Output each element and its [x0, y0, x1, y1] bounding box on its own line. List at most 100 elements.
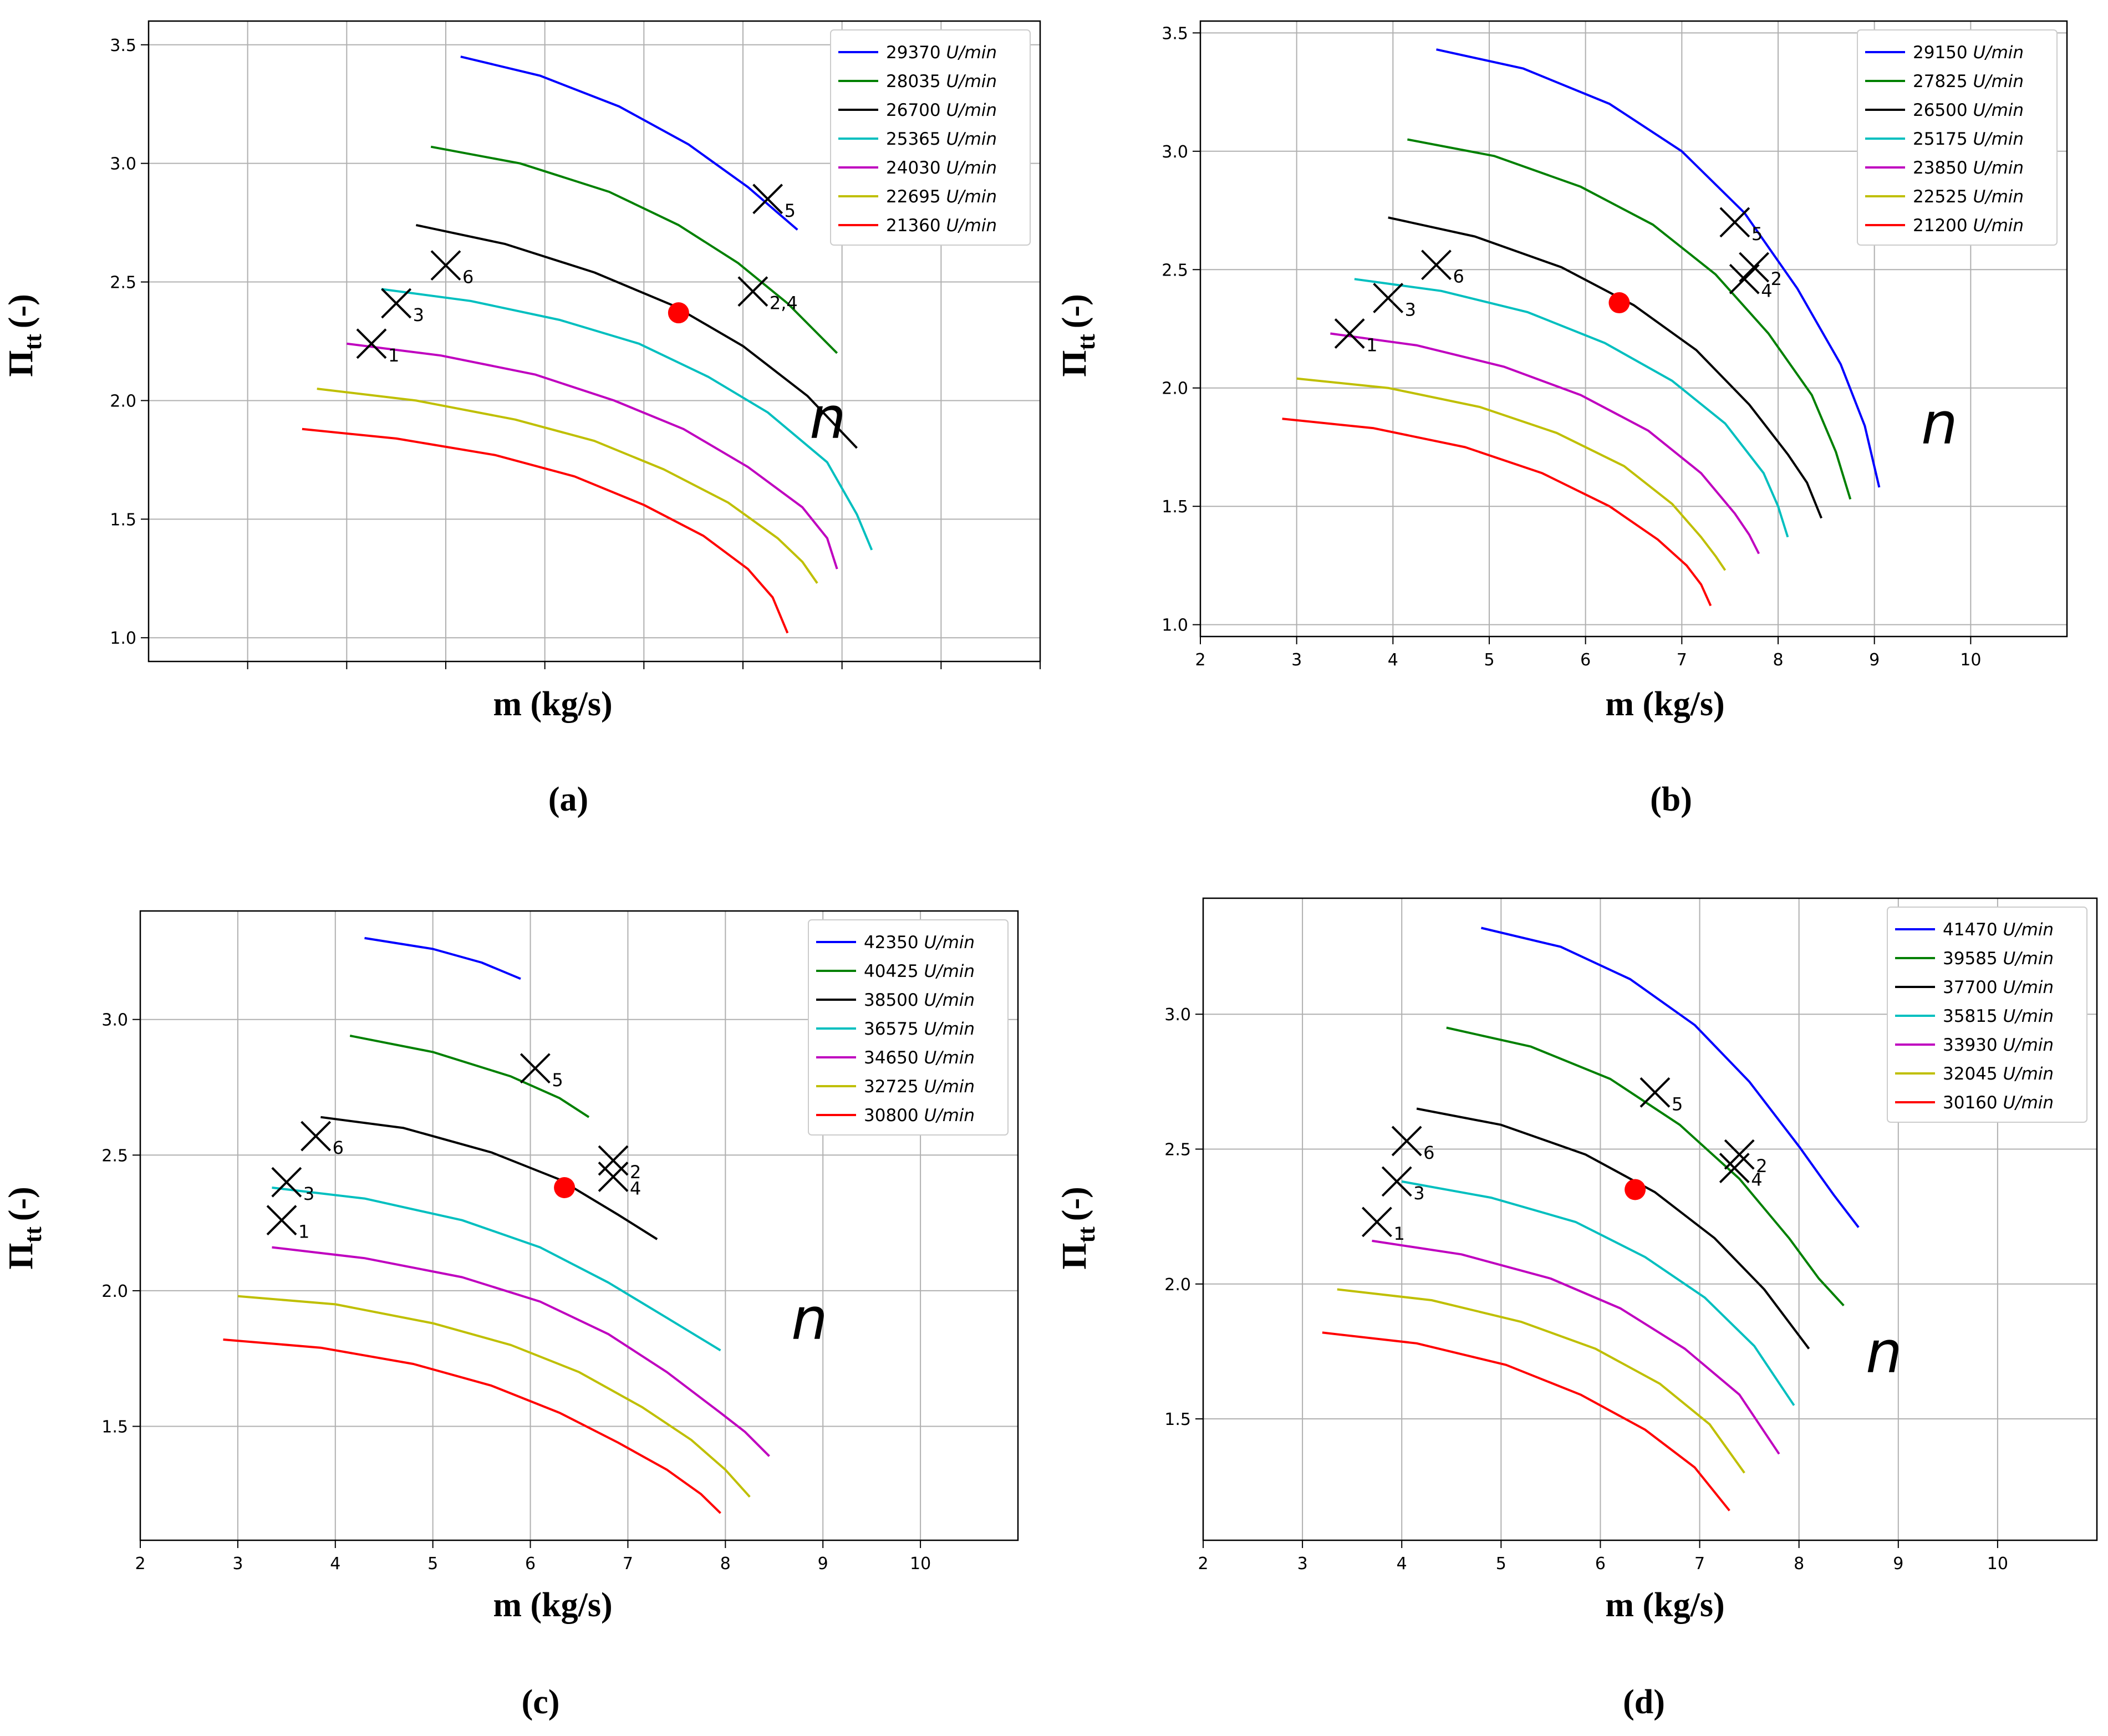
operating-point-marker	[520, 1053, 551, 1084]
marker-label: 6	[1423, 1142, 1434, 1163]
series-line-27825	[1407, 138, 1852, 500]
y-tick-label: 2.5	[110, 273, 136, 293]
x-tick-label: 6	[525, 1554, 536, 1574]
y-tick-label: 2.5	[101, 1146, 128, 1165]
marker-label: 3	[1413, 1183, 1424, 1204]
series-line-25365	[381, 288, 873, 551]
legend-entry: 25175 U/min	[1913, 129, 2024, 149]
marker-label: 4	[1751, 1169, 1762, 1190]
operating-point-marker	[1719, 1153, 1750, 1183]
series-line-24030	[347, 342, 838, 569]
series-line-29150	[1436, 48, 1881, 488]
marker-label: 5	[785, 200, 796, 221]
marker-label: 4	[630, 1178, 641, 1199]
marker-label: 6	[333, 1137, 344, 1158]
x-axis-title: m (kg/s)	[493, 685, 612, 723]
series-line-40425	[349, 1035, 590, 1118]
panel-label: (b)	[1650, 781, 1692, 818]
legend-entry: 30160 U/min	[1943, 1093, 2054, 1113]
x-tick-label: 4	[330, 1554, 340, 1574]
marker-label: 6	[1453, 266, 1464, 287]
series-line-28035	[430, 145, 838, 354]
legend-entry: 22525 U/min	[1913, 187, 2024, 207]
x-tick-label: 5	[427, 1554, 438, 1574]
series-line-26700	[415, 223, 858, 449]
speed-symbol: n	[791, 1285, 828, 1353]
operating-point-marker	[430, 250, 461, 281]
series-line-33930	[1372, 1239, 1780, 1455]
legend-entry: 34650 U/min	[864, 1048, 975, 1068]
y-tick-label: 1.5	[1162, 497, 1188, 517]
plot-frame	[147, 20, 1041, 663]
legend-box	[830, 29, 1031, 246]
plot-frame	[1199, 20, 2068, 638]
legend-entry: 22695 U/min	[886, 187, 997, 207]
marker-label: 5	[1751, 223, 1763, 245]
marker-label: 6	[462, 267, 473, 288]
legend-entry: 40425 U/min	[864, 961, 975, 981]
series-line-26500	[1388, 216, 1822, 519]
legend-entry: 28035 U/min	[886, 72, 997, 91]
legend-entry: 29150 U/min	[1913, 43, 2024, 63]
legend-entry: 21360 U/min	[886, 216, 997, 236]
marker-label: 2	[630, 1162, 641, 1183]
plot-frame	[139, 910, 1019, 1541]
x-tick-label: 10	[1960, 650, 1981, 670]
operating-point-marker	[1362, 1206, 1392, 1238]
legend-entry: 37700 U/min	[1943, 978, 2054, 997]
design-point	[554, 1177, 576, 1199]
y-axis-title: Πtt(-)	[1056, 294, 1100, 377]
operating-point-marker	[266, 1205, 297, 1236]
y-tick-label: 2.0	[110, 391, 136, 411]
operating-point-marker	[356, 328, 387, 359]
x-axis-title: m (kg/s)	[493, 1586, 612, 1624]
x-tick-label: 6	[1595, 1554, 1606, 1574]
series-line-38500	[320, 1116, 658, 1240]
speed-symbol: n	[809, 384, 846, 452]
series-line-34650	[272, 1246, 770, 1457]
series-line-42350	[364, 936, 521, 980]
operating-point-marker	[1719, 207, 1750, 238]
x-tick-label: 7	[1677, 650, 1687, 670]
legend-entry: 32045 U/min	[1943, 1064, 2054, 1084]
legend-entry: 30800 U/min	[864, 1106, 975, 1126]
y-tick-label: 2.0	[1162, 379, 1188, 399]
chart-panel-0: 1.0 1.5 2.0 2.5 3.0 3.5 13 6 2,4 5 n 29370 U/min 280…	[2, 20, 1041, 818]
legend-entry: 27825 U/min	[1913, 72, 2024, 91]
panel-label: (c)	[522, 1683, 560, 1721]
operating-point-marker	[752, 184, 783, 215]
y-axis-title: Πtt(-)	[1056, 1187, 1100, 1270]
design-point	[1625, 1179, 1646, 1200]
legend-entry: 38500 U/min	[864, 990, 975, 1010]
x-tick-label: 3	[1291, 650, 1302, 670]
y-tick-label: 3.0	[110, 155, 136, 174]
series-line-22695	[317, 388, 818, 584]
x-tick-label: 9	[818, 1554, 828, 1574]
marker-label: 3	[413, 304, 424, 325]
series-line-41470	[1481, 926, 1860, 1228]
x-tick-label: 2	[1195, 650, 1205, 670]
marker-label: 2	[1756, 1155, 1767, 1177]
series-line-39585	[1446, 1026, 1845, 1307]
x-tick-label: 4	[1397, 1554, 1407, 1574]
series-line-21360	[302, 427, 789, 634]
marker-label: 1	[298, 1221, 309, 1243]
x-tick-label: 5	[1484, 650, 1494, 670]
legend-entry: 25365 U/min	[886, 129, 997, 149]
x-tick-label: 8	[720, 1554, 731, 1574]
x-tick-label: 3	[1297, 1554, 1308, 1574]
x-tick-label: 8	[1773, 650, 1783, 670]
marker-label: 2,4	[770, 293, 798, 314]
series-line-32725	[237, 1295, 751, 1498]
y-tick-label: 1.0	[1162, 616, 1188, 635]
legend-box	[1887, 907, 2087, 1123]
operating-point-marker	[598, 1145, 629, 1176]
design-point	[668, 302, 689, 324]
series-line-25175	[1354, 278, 1789, 538]
operating-point-marker	[381, 288, 412, 319]
series-line-23850	[1330, 332, 1760, 554]
panel-label: (d)	[1623, 1683, 1665, 1721]
x-tick-label: 10	[910, 1554, 931, 1574]
